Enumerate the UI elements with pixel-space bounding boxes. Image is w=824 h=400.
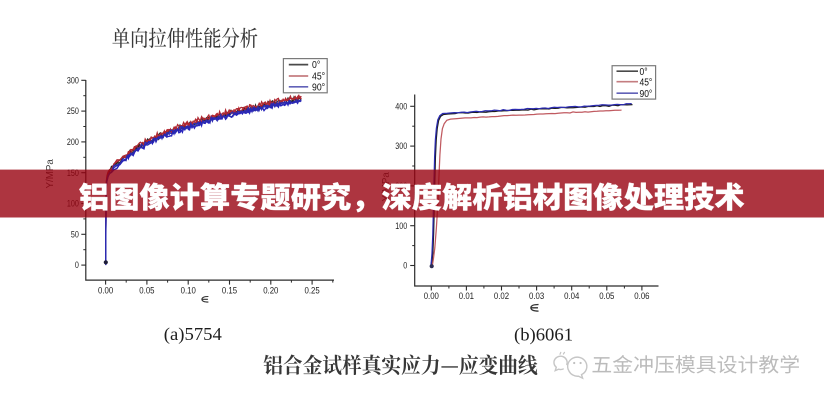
svg-text:90°: 90° bbox=[640, 88, 653, 99]
svg-text:0.00: 0.00 bbox=[424, 290, 439, 301]
svg-text:0.20: 0.20 bbox=[263, 285, 278, 296]
svg-text:0.01: 0.01 bbox=[459, 290, 474, 301]
svg-text:0.03: 0.03 bbox=[529, 290, 544, 301]
svg-text:0°: 0° bbox=[312, 59, 321, 71]
svg-text:0: 0 bbox=[75, 259, 79, 270]
svg-text:(a)5754: (a)5754 bbox=[164, 324, 222, 344]
svg-text:250: 250 bbox=[67, 105, 79, 116]
svg-text:300: 300 bbox=[67, 74, 79, 85]
svg-text:0.00: 0.00 bbox=[98, 285, 113, 296]
svg-text:(b)6061: (b)6061 bbox=[514, 325, 573, 345]
svg-text:0.05: 0.05 bbox=[139, 285, 154, 296]
svg-text:200: 200 bbox=[67, 136, 79, 147]
svg-text:0: 0 bbox=[403, 260, 407, 271]
svg-text:45°: 45° bbox=[640, 77, 653, 88]
svg-text:0°: 0° bbox=[640, 66, 648, 77]
svg-text:90°: 90° bbox=[312, 81, 325, 93]
svg-text:0.25: 0.25 bbox=[305, 285, 320, 296]
svg-text:0.02: 0.02 bbox=[494, 290, 509, 301]
svg-text:100: 100 bbox=[395, 220, 407, 231]
svg-text:0.10: 0.10 bbox=[181, 285, 196, 296]
svg-text:0.04: 0.04 bbox=[564, 290, 579, 301]
svg-text:400: 400 bbox=[395, 100, 407, 111]
svg-text:300: 300 bbox=[395, 140, 407, 151]
svg-text:50: 50 bbox=[71, 228, 79, 239]
svg-text:0.15: 0.15 bbox=[222, 285, 237, 296]
svg-text:45°: 45° bbox=[312, 70, 325, 82]
svg-text:0.05: 0.05 bbox=[599, 290, 614, 301]
svg-text:0.06: 0.06 bbox=[634, 290, 649, 301]
